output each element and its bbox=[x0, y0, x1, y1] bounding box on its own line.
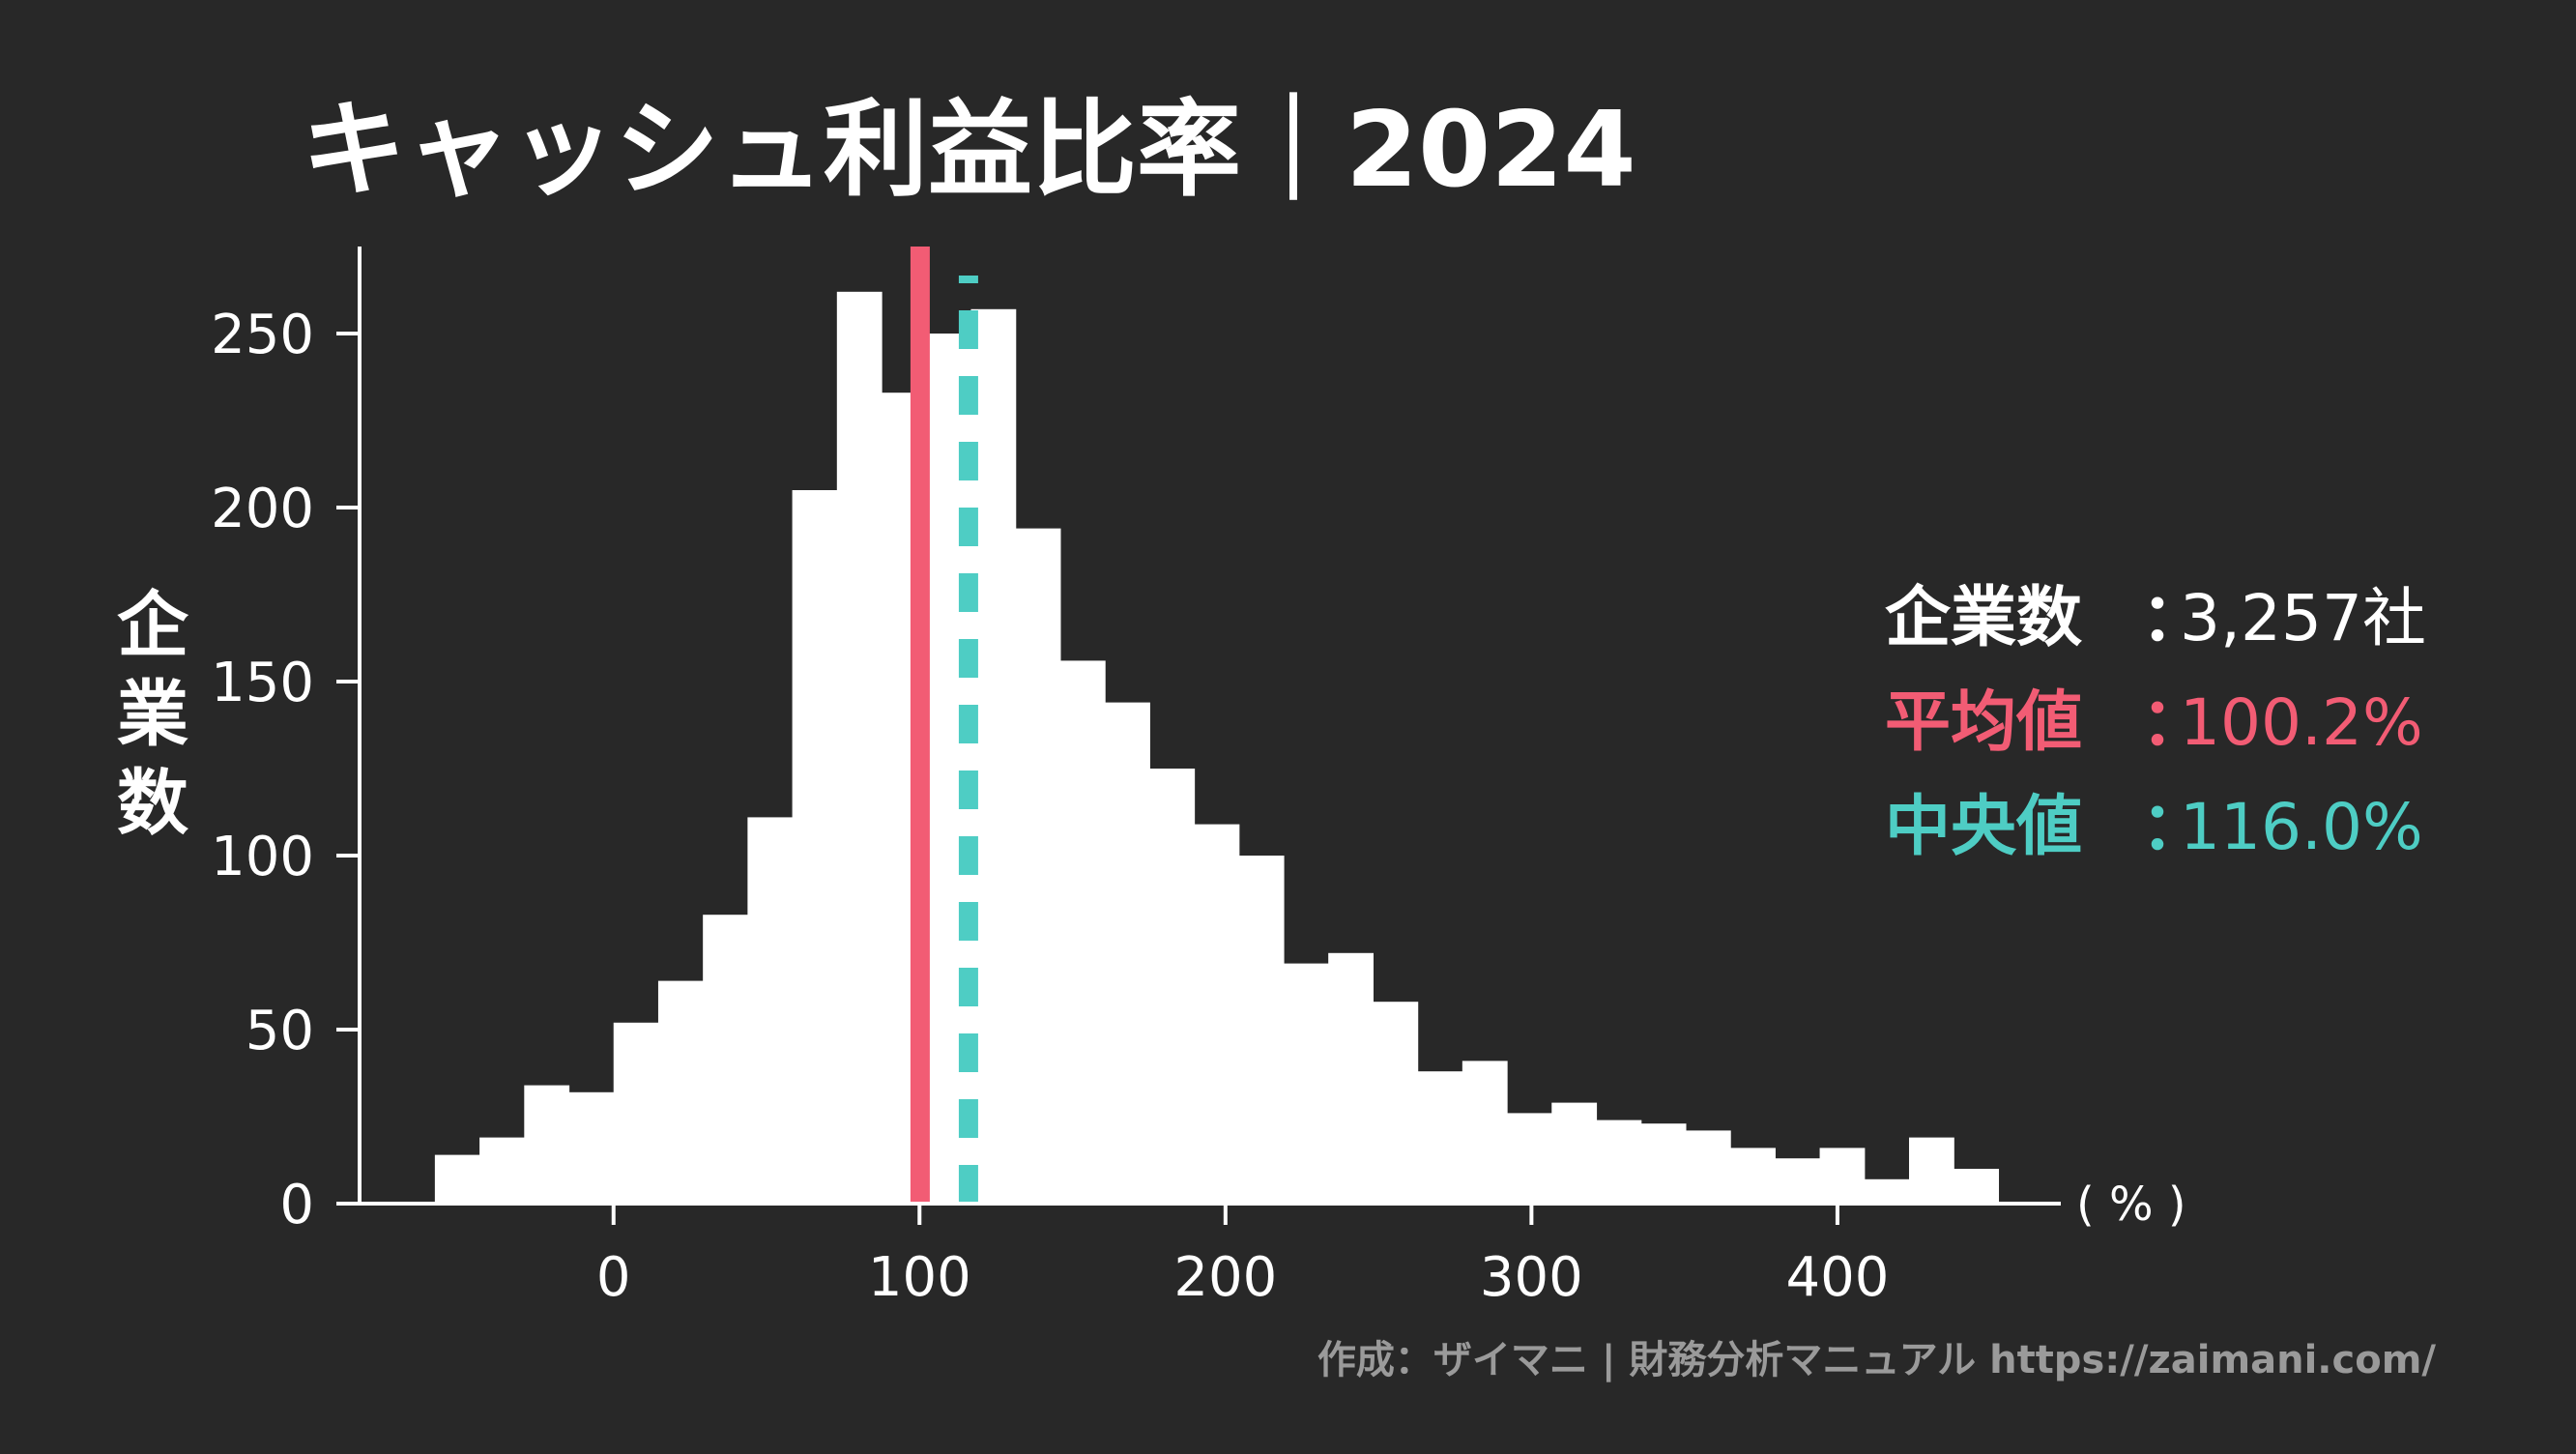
histogram-bar bbox=[568, 1091, 615, 1204]
histogram-bar bbox=[792, 490, 838, 1204]
histogram-bar bbox=[1059, 660, 1106, 1204]
histogram-bar bbox=[1015, 528, 1061, 1204]
y-axis-label-char: 数 bbox=[117, 762, 188, 845]
chart-title: キャッシュ利益比率｜2024 bbox=[302, 90, 1636, 211]
histogram-bar bbox=[657, 980, 704, 1204]
y-axis-label-char: 業 bbox=[117, 673, 188, 756]
histogram-bar bbox=[524, 1085, 570, 1204]
x-tick-label: 200 bbox=[1173, 1246, 1277, 1309]
histogram-bar bbox=[970, 308, 1017, 1204]
histogram-bar bbox=[1238, 856, 1285, 1204]
stat-value: 116.0% bbox=[2180, 790, 2423, 864]
histogram-bar bbox=[1596, 1120, 1642, 1204]
stat-label: 平均値 bbox=[1885, 684, 2082, 761]
credit-text: 作成：ザイマニ | 財務分析マニュアル https://zaimani.com/ bbox=[1317, 1338, 2436, 1383]
x-unit-label: ( % ) bbox=[2076, 1178, 2186, 1232]
histogram-bar bbox=[703, 915, 748, 1204]
histogram-bar bbox=[1283, 963, 1329, 1204]
histogram-bar bbox=[1417, 1071, 1463, 1204]
histogram-bar bbox=[1730, 1148, 1776, 1204]
histogram-bar bbox=[1507, 1113, 1552, 1204]
reference-lines bbox=[910, 247, 978, 1204]
histogram-bar bbox=[1908, 1137, 1954, 1204]
y-tick-label: 50 bbox=[246, 1000, 314, 1062]
histogram-bar bbox=[1551, 1102, 1598, 1204]
histogram-bar bbox=[1328, 952, 1375, 1204]
stat-separator: ： bbox=[2141, 580, 2207, 656]
histogram-bar bbox=[1373, 1002, 1419, 1204]
histogram-bar bbox=[1640, 1123, 1687, 1204]
stat-separator: ： bbox=[2141, 684, 2207, 761]
histogram-bar bbox=[1685, 1130, 1731, 1204]
stat-value: 100.2% bbox=[2180, 685, 2423, 760]
histogram-bar bbox=[1105, 702, 1150, 1204]
stat-separator: ： bbox=[2141, 789, 2207, 865]
histogram-bar bbox=[1149, 769, 1196, 1204]
x-tick-label: 300 bbox=[1480, 1246, 1583, 1309]
stat-value: 3,257社 bbox=[2180, 581, 2426, 655]
x-tick-label: 100 bbox=[868, 1246, 971, 1309]
histogram-bar bbox=[613, 1022, 659, 1204]
y-axis-label: 企業数 bbox=[117, 584, 189, 845]
histogram-bar bbox=[1775, 1158, 1821, 1204]
histogram-bar bbox=[434, 1154, 480, 1204]
axes: 0 50 100 150 200 250 0 100 200 300 400 bbox=[211, 247, 2061, 1309]
histogram-bar bbox=[1462, 1061, 1508, 1204]
histogram-bar bbox=[1819, 1148, 1866, 1204]
stat-label: 中央値 bbox=[1885, 789, 2082, 865]
x-tick-label: 400 bbox=[1785, 1246, 1889, 1309]
histogram-bar bbox=[747, 817, 794, 1204]
histogram-bar bbox=[479, 1137, 525, 1204]
y-axis-label-char: 企 bbox=[117, 584, 189, 667]
y-tick-label: 250 bbox=[211, 304, 314, 366]
y-tick-label: 0 bbox=[279, 1174, 314, 1236]
stat-label: 企業数 bbox=[1885, 580, 2082, 656]
y-tick-label: 100 bbox=[211, 826, 314, 888]
histogram-bar bbox=[1864, 1178, 1910, 1204]
y-tick-label: 200 bbox=[211, 478, 314, 540]
y-tick-label: 150 bbox=[211, 652, 314, 714]
histogram-bar bbox=[1954, 1169, 2000, 1204]
histogram-bars bbox=[434, 291, 2000, 1204]
histogram-bar bbox=[1194, 824, 1240, 1204]
histogram-bar bbox=[836, 291, 883, 1204]
x-tick-label: 0 bbox=[596, 1246, 631, 1309]
